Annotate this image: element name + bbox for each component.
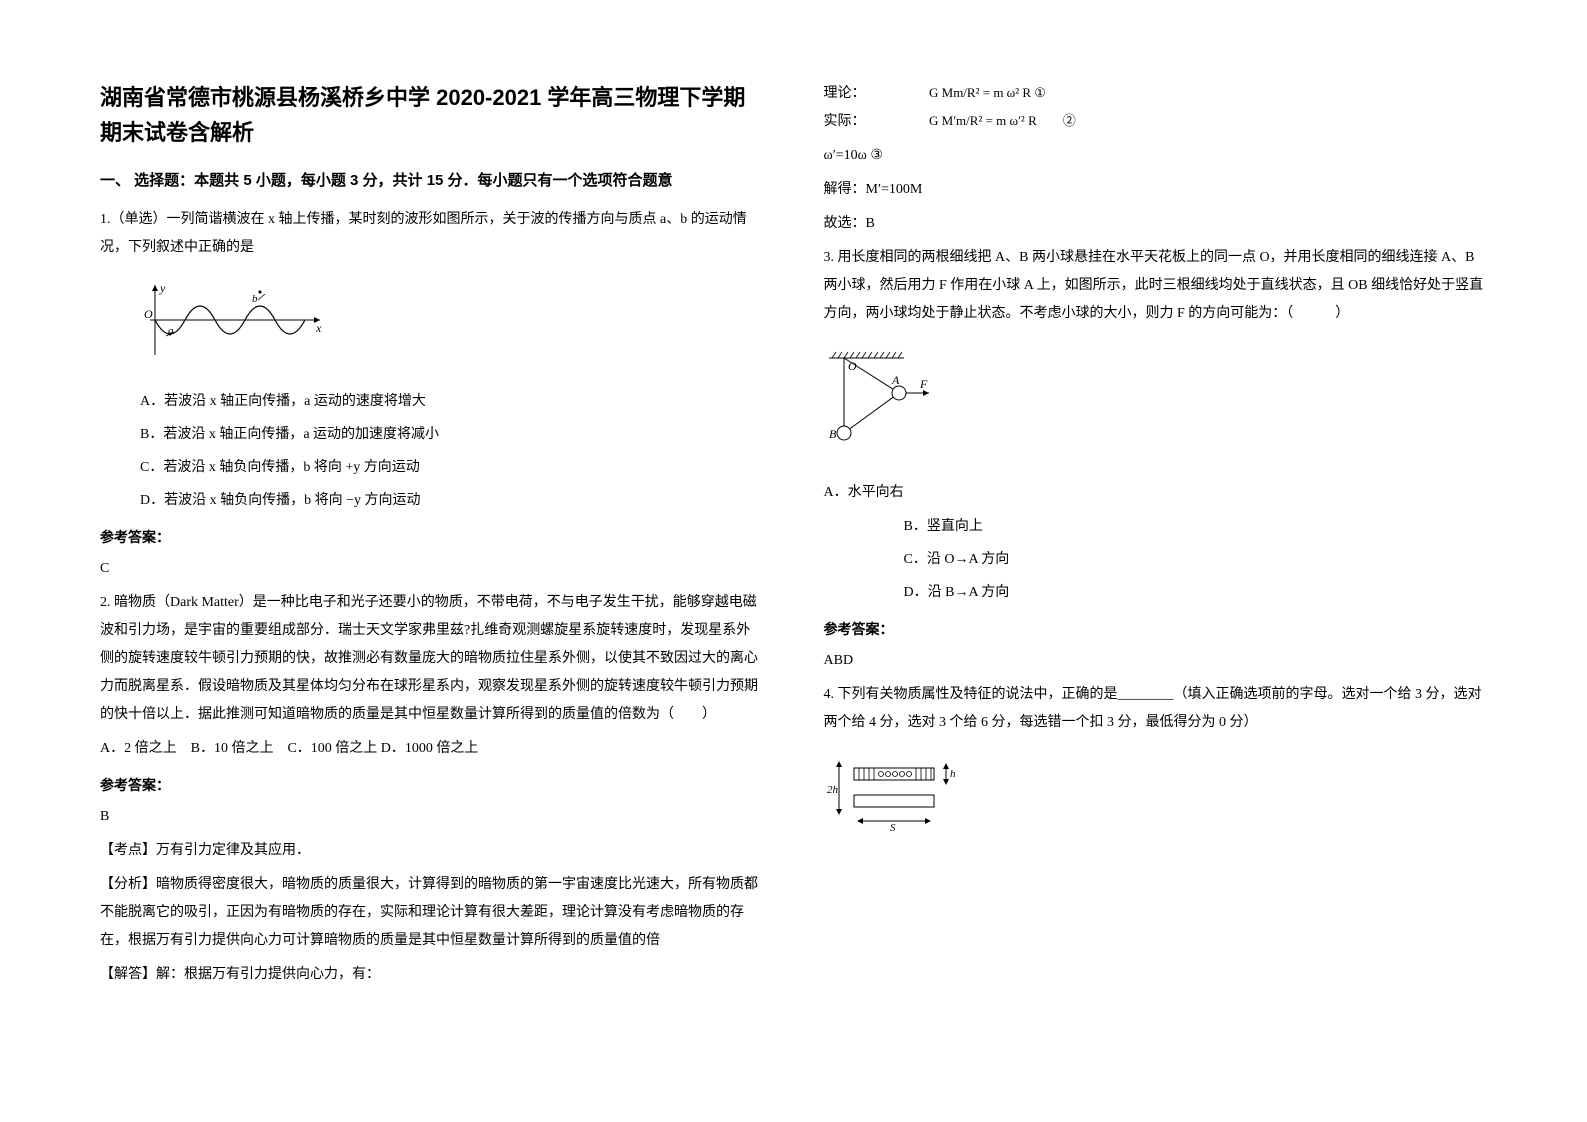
svg-text:b: b bbox=[252, 293, 258, 305]
q2-solution-label: 【解答】解：根据万有引力提供向心力，有： bbox=[100, 961, 764, 989]
svg-text:S: S bbox=[890, 822, 896, 833]
svg-text:B: B bbox=[829, 427, 837, 441]
answer-label-3: 参考答案： bbox=[824, 615, 1488, 643]
q1-option-b: B．若波沿 x 轴正向传播，a 运动的加速度将减小 bbox=[140, 421, 764, 449]
left-column: 湖南省常德市桃源县杨溪桥乡中学 2020-2021 学年高三物理下学期期末试卷含… bbox=[100, 80, 764, 1042]
q3-answer: ABD bbox=[824, 647, 1488, 675]
formula1-label: 理论： bbox=[824, 86, 866, 101]
formula-block-1: 理论： G Mm/R² = m ω² R ① bbox=[824, 80, 1488, 108]
q1-option-a: A．若波沿 x 轴正向传播，a 运动的速度将增大 bbox=[140, 388, 764, 416]
svg-text:h: h bbox=[950, 768, 956, 780]
q2-analysis: 【分析】暗物质得密度很大，暗物质的质量很大，计算得到的暗物质的第一宇宙速度比光速… bbox=[100, 871, 764, 955]
formula-block-2: 实际： G M′m/R² = m ω′² R ② bbox=[824, 108, 1488, 136]
q2-result: 解得：M′=100M bbox=[824, 176, 1488, 204]
q1-answer: C bbox=[100, 555, 764, 583]
q1-option-d: D．若波沿 x 轴负向传播，b 将向 −y 方向运动 bbox=[140, 487, 764, 515]
q1-stem: 1.（单选）一列简谐横波在 x 轴上传播，某时刻的波形如图所示，关于波的传播方向… bbox=[100, 206, 764, 262]
q4-stem: 4. 下列有关物质属性及特征的说法中，正确的是________（填入正确选项前的… bbox=[824, 681, 1488, 737]
wave-figure: y x O a b bbox=[130, 280, 330, 360]
formula2-label: 实际： bbox=[824, 114, 866, 129]
answer-label-2: 参考答案： bbox=[100, 771, 764, 799]
triangle-figure: O A B F bbox=[824, 348, 944, 448]
svg-text:O: O bbox=[848, 359, 857, 373]
q3-option-b: B．竖直向上 bbox=[864, 513, 1488, 541]
svg-text:2h: 2h bbox=[827, 784, 839, 796]
q3-option-d: D．沿 B→A 方向 bbox=[864, 579, 1488, 607]
svg-text:A: A bbox=[891, 373, 900, 387]
q3-stem: 3. 用长度相同的两根细线把 A、B 两小球悬挂在水平天花板上的同一点 O，并用… bbox=[824, 244, 1488, 328]
formula1: G Mm/R² = m ω² R ① bbox=[929, 85, 1046, 100]
section-1-title: 一、 选择题：本题共 5 小题，每小题 3 分，共计 15 分．每小题只有一个选… bbox=[100, 166, 764, 196]
svg-text:a: a bbox=[168, 325, 174, 337]
right-column: 理论： G Mm/R² = m ω² R ① 实际： G M′m/R² = m … bbox=[824, 80, 1488, 1042]
answer-label-1: 参考答案： bbox=[100, 523, 764, 551]
q3-option-a: A．水平向右 bbox=[824, 479, 1488, 507]
q1-option-c: C．若波沿 x 轴负向传播，b 将向 +y 方向运动 bbox=[140, 454, 764, 482]
exam-title: 湖南省常德市桃源县杨溪桥乡中学 2020-2021 学年高三物理下学期期末试卷含… bbox=[100, 80, 764, 150]
q2-choice: 故选：B bbox=[824, 210, 1488, 238]
formula2: G M′m/R² = m ω′² R ② bbox=[929, 113, 1076, 128]
rect-figure: 2h h S bbox=[824, 753, 974, 833]
svg-text:x: x bbox=[315, 321, 322, 335]
q2-keypoint: 【考点】万有引力定律及其应用． bbox=[100, 837, 764, 865]
q2-options: A．2 倍之上 B．10 倍之上 C．100 倍之上 D．1000 倍之上 bbox=[100, 735, 764, 763]
svg-text:O: O bbox=[144, 307, 153, 321]
svg-text:y: y bbox=[159, 281, 166, 295]
q2-stem: 2. 暗物质（Dark Matter）是一种比电子和光子还要小的物质，不带电荷，… bbox=[100, 589, 764, 729]
formula3: ω′=10ω ③ bbox=[824, 142, 1488, 170]
q2-answer: B bbox=[100, 803, 764, 831]
q3-option-c: C．沿 O→A 方向 bbox=[864, 546, 1488, 574]
svg-text:F: F bbox=[919, 377, 928, 391]
